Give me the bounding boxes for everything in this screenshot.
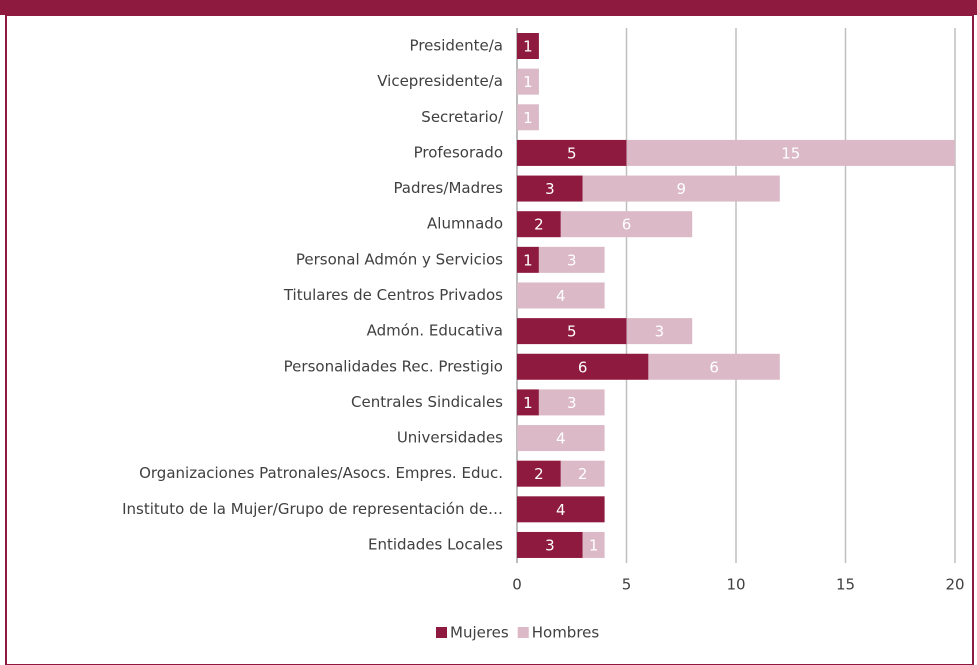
x-tick-label: 10 bbox=[726, 576, 745, 594]
data-label: 4 bbox=[556, 430, 566, 448]
data-label: 3 bbox=[567, 394, 577, 412]
bar-segment bbox=[626, 318, 693, 345]
bar-segment bbox=[517, 282, 605, 309]
data-label: 6 bbox=[709, 358, 719, 376]
bar-segment bbox=[517, 353, 649, 380]
bar-segment bbox=[626, 139, 955, 166]
y-tick-label: Entidades Locales bbox=[368, 535, 503, 553]
data-label: 1 bbox=[523, 394, 533, 412]
bar-segment bbox=[517, 211, 561, 238]
bar-segment bbox=[517, 33, 539, 59]
y-tick-label: Presidente/a bbox=[410, 37, 503, 55]
y-tick-label: Personal Admón y Servicios bbox=[296, 250, 503, 268]
y-tick-label: Centrales Sindicales bbox=[351, 393, 503, 411]
bar-segment bbox=[648, 353, 780, 380]
bar-segment bbox=[517, 460, 561, 487]
data-label: 1 bbox=[523, 251, 533, 269]
data-label: 5 bbox=[567, 144, 577, 162]
x-tick-label: 0 bbox=[512, 576, 522, 594]
bar-segment bbox=[517, 531, 583, 558]
y-tick-label: Instituto de la Mujer/Grupo de represent… bbox=[122, 500, 503, 518]
bar-segment bbox=[517, 175, 583, 202]
data-label: 6 bbox=[622, 216, 632, 234]
y-tick-label: Padres/Madres bbox=[393, 179, 503, 197]
data-label: 2 bbox=[534, 465, 544, 483]
legend-swatch bbox=[436, 627, 447, 638]
y-tick-label: Profesorado bbox=[414, 143, 503, 161]
y-tick-label: Admón. Educativa bbox=[367, 322, 503, 340]
frame bbox=[5, 14, 974, 665]
data-label: 1 bbox=[523, 109, 533, 127]
data-label: 15 bbox=[781, 144, 800, 162]
bar-segment bbox=[517, 68, 539, 95]
bar-segment bbox=[517, 425, 605, 452]
x-tick-label: 15 bbox=[836, 576, 855, 594]
data-label: 6 bbox=[578, 358, 588, 376]
x-tick-label: 20 bbox=[945, 576, 964, 594]
bar-segment bbox=[517, 389, 539, 416]
data-label: 4 bbox=[556, 287, 566, 305]
data-label: 3 bbox=[545, 180, 555, 198]
bar-segment bbox=[560, 460, 605, 487]
y-tick-label: Vicepresidente/a bbox=[377, 72, 503, 90]
y-tick-label: Secretario/ bbox=[421, 108, 504, 126]
bar-segment bbox=[517, 139, 627, 166]
legend-label: Hombres bbox=[532, 624, 600, 642]
y-tick-label: Personalidades Rec. Prestigio bbox=[284, 357, 503, 375]
data-label: 5 bbox=[567, 323, 577, 341]
legend-swatch bbox=[517, 627, 529, 638]
x-tick-label: 5 bbox=[622, 576, 632, 594]
bar-segment bbox=[517, 496, 605, 523]
legend-label: Mujeres bbox=[450, 624, 509, 642]
bar-segment bbox=[517, 104, 539, 131]
data-label: 3 bbox=[545, 536, 555, 554]
y-tick-label: Titulares de Centros Privados bbox=[283, 286, 503, 304]
y-tick-label: Universidades bbox=[397, 429, 503, 447]
bar-segment bbox=[517, 318, 627, 345]
data-label: 1 bbox=[589, 536, 599, 554]
data-label: 1 bbox=[523, 73, 533, 91]
y-tick-label: Organizaciones Patronales/Asocs. Empres.… bbox=[139, 464, 503, 482]
bar-segment bbox=[538, 389, 605, 416]
y-tick-label: Alumnado bbox=[427, 215, 503, 233]
data-label: 3 bbox=[655, 323, 665, 341]
data-label: 2 bbox=[534, 216, 544, 234]
bar-segment bbox=[582, 175, 780, 202]
data-label: 3 bbox=[567, 251, 577, 269]
bar-segment bbox=[538, 246, 605, 273]
bar-segment bbox=[517, 246, 539, 273]
data-label: 4 bbox=[556, 501, 566, 519]
bar-segment bbox=[560, 211, 693, 238]
header-band bbox=[0, 0, 977, 15]
data-label: 2 bbox=[578, 465, 588, 483]
data-label: 9 bbox=[676, 180, 686, 198]
bar-segment bbox=[582, 531, 605, 558]
data-label: 1 bbox=[523, 38, 533, 56]
